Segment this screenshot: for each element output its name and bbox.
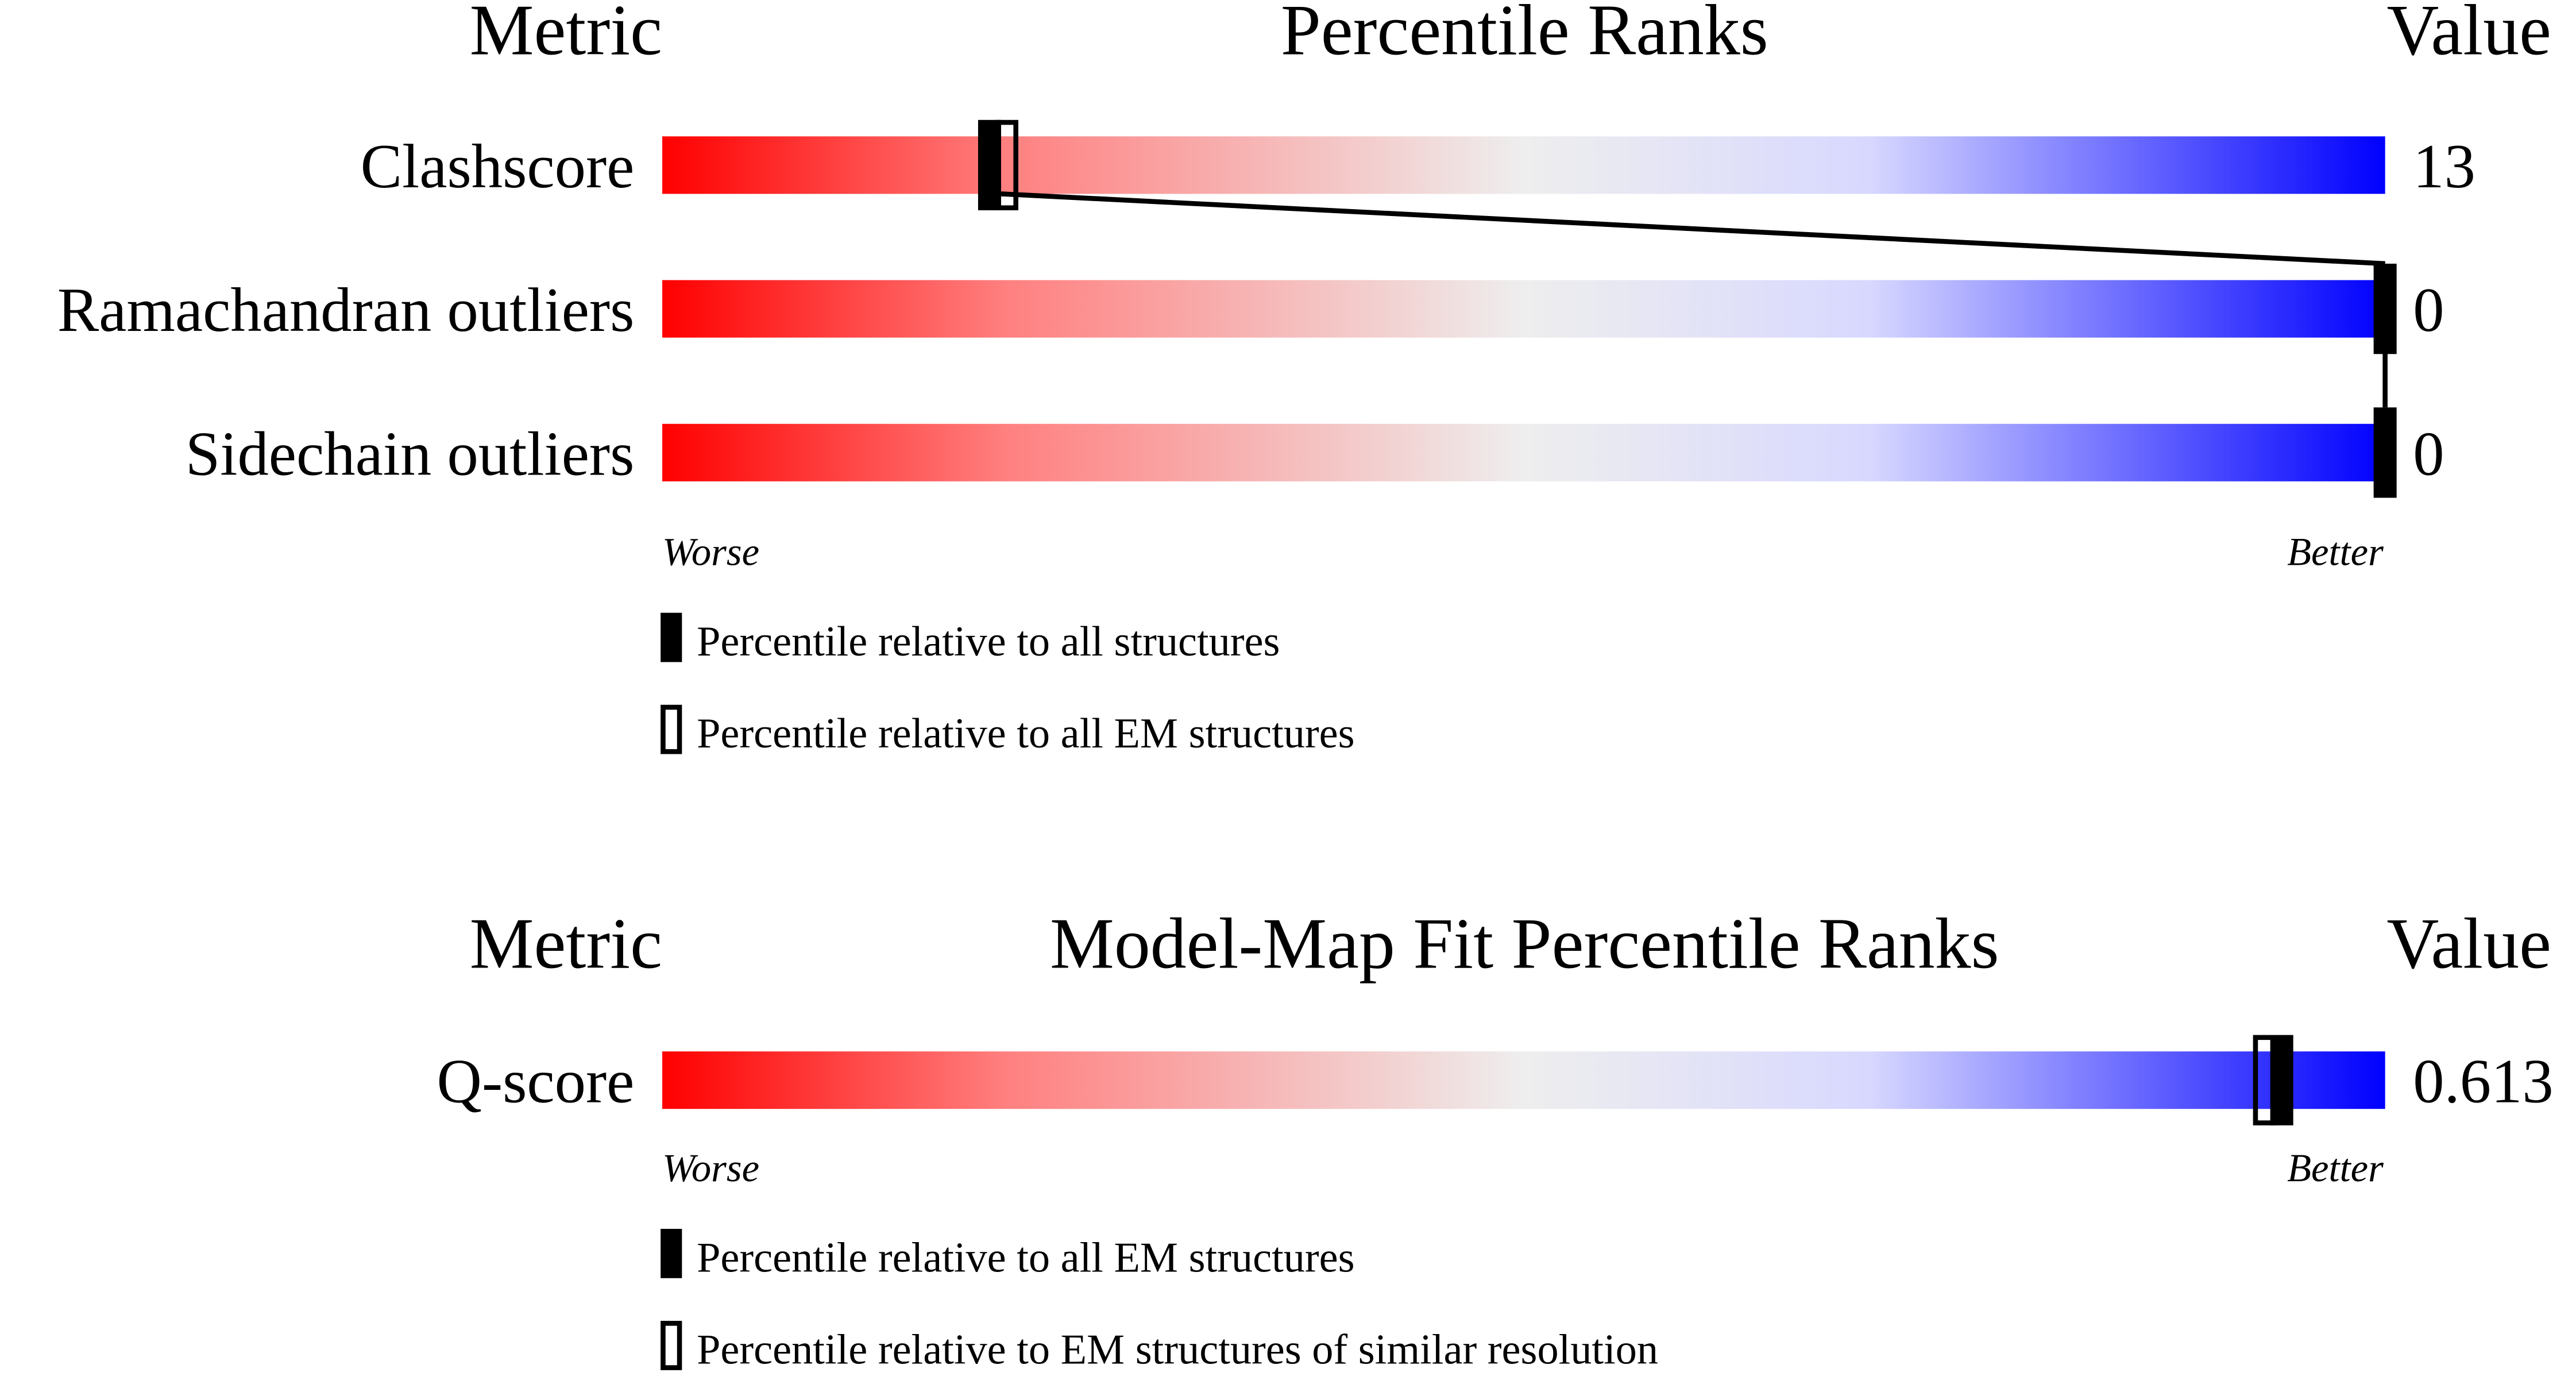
worse-label: Worse bbox=[662, 530, 759, 574]
value-header: Value bbox=[2387, 904, 2551, 984]
legend-open-marker bbox=[661, 704, 682, 754]
marker-all bbox=[978, 120, 1001, 211]
metric-label: Clashscore bbox=[361, 132, 635, 201]
worse-label: Worse bbox=[662, 1146, 759, 1190]
percentile-bar bbox=[662, 280, 2385, 338]
panel-1: Metric Model-Map Fit Percentile Ranks Valu… bbox=[437, 904, 2554, 1373]
legend-label: Percentile relative to EM structures of … bbox=[697, 1326, 1658, 1373]
legend-label: Percentile relative to all structures bbox=[697, 618, 1280, 665]
legend-label: Percentile relative to all EM structures bbox=[697, 1234, 1354, 1281]
metric-value: 0.613 bbox=[2413, 1047, 2553, 1116]
metric-header: Metric bbox=[470, 904, 662, 984]
metric-label: Ramachandran outliers bbox=[57, 275, 635, 345]
legend-label: Percentile relative to all EM structures bbox=[697, 710, 1354, 757]
chart-title: Model-Map Fit Percentile Ranks bbox=[1050, 904, 1999, 984]
metric-label: Sidechain outliers bbox=[186, 419, 635, 488]
panel-0: Metric Percentile Ranks Value Clashscore 13 R… bbox=[57, 0, 2551, 757]
value-header: Value bbox=[2387, 0, 2551, 70]
metric-header: Metric bbox=[470, 0, 662, 70]
marker-all bbox=[2373, 407, 2397, 498]
legend-filled-marker bbox=[661, 1228, 682, 1278]
metric-value: 0 bbox=[2413, 275, 2444, 345]
metric-value: 13 bbox=[2413, 132, 2475, 201]
percentile-bar bbox=[662, 1051, 2385, 1109]
percentile-bar bbox=[662, 136, 2385, 194]
connector-line bbox=[1001, 191, 2385, 267]
better-label: Better bbox=[2287, 1146, 2384, 1190]
chart-title: Percentile Ranks bbox=[1281, 0, 1768, 70]
legend-open-marker bbox=[661, 1321, 682, 1370]
percentile-bar bbox=[662, 423, 2385, 481]
metric-label: Q-score bbox=[437, 1047, 635, 1116]
better-label: Better bbox=[2287, 530, 2384, 574]
metric-value: 0 bbox=[2413, 419, 2444, 488]
legend-filled-marker bbox=[661, 612, 682, 662]
marker-all bbox=[2270, 1035, 2293, 1125]
